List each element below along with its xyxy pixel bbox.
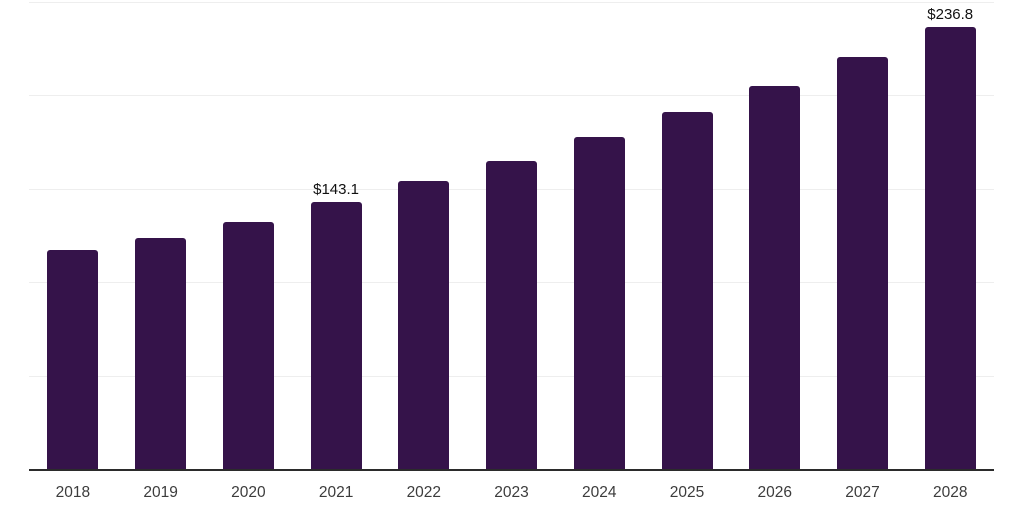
x-tick-label-2027: 2027 [845, 484, 880, 501]
bar-2027 [836, 57, 888, 469]
bar-2028 [924, 26, 976, 469]
bar-2024 [573, 137, 625, 469]
bar-column-2026 [731, 2, 819, 469]
x-tick-label-2024: 2024 [582, 484, 617, 501]
bar-column-2021: $143.1 [292, 2, 380, 469]
x-tick-label-2019: 2019 [143, 484, 178, 501]
bar-column-2025 [643, 2, 731, 469]
x-axis: 2018 2019 2020 2021 2022 2023 2024 2025 2026 2027… [29, 479, 994, 501]
value-label-2021: $143.1 [313, 180, 360, 198]
x-tick-label-2020: 2020 [231, 484, 266, 501]
plot-area: $143.1 $236.8 [29, 2, 994, 471]
x-tick-label-2026: 2026 [757, 484, 792, 501]
bar-column-2022 [380, 2, 468, 469]
x-tick-label-2028: 2028 [932, 484, 968, 501]
bar-column-2028: $236.8 [906, 2, 994, 469]
value-label-2028: $236.8 [927, 5, 974, 23]
bar-column-2019 [117, 2, 205, 469]
bar-2021 [310, 201, 362, 469]
bar-2020 [222, 222, 274, 469]
bars-container: $143.1 $236.8 [29, 2, 994, 469]
x-tick-label-2022: 2022 [406, 484, 442, 501]
x-tick-label-2018: 2018 [55, 484, 91, 501]
bar-column-2020 [204, 2, 292, 469]
bar-2026 [749, 86, 801, 469]
x-tick-label-2025: 2025 [669, 484, 705, 501]
bar-2025 [661, 112, 713, 469]
bar-2018 [47, 250, 99, 469]
bar-2019 [135, 238, 187, 469]
bar-2023 [486, 160, 538, 469]
x-tick-label-2023: 2023 [494, 484, 529, 501]
bar-column-2023 [468, 2, 556, 469]
bar-column-2018 [29, 2, 117, 469]
bar-column-2024 [555, 2, 643, 469]
bar-column-2027 [819, 2, 907, 469]
x-tick-label-2021: 2021 [318, 484, 354, 501]
bar-2022 [398, 181, 450, 469]
